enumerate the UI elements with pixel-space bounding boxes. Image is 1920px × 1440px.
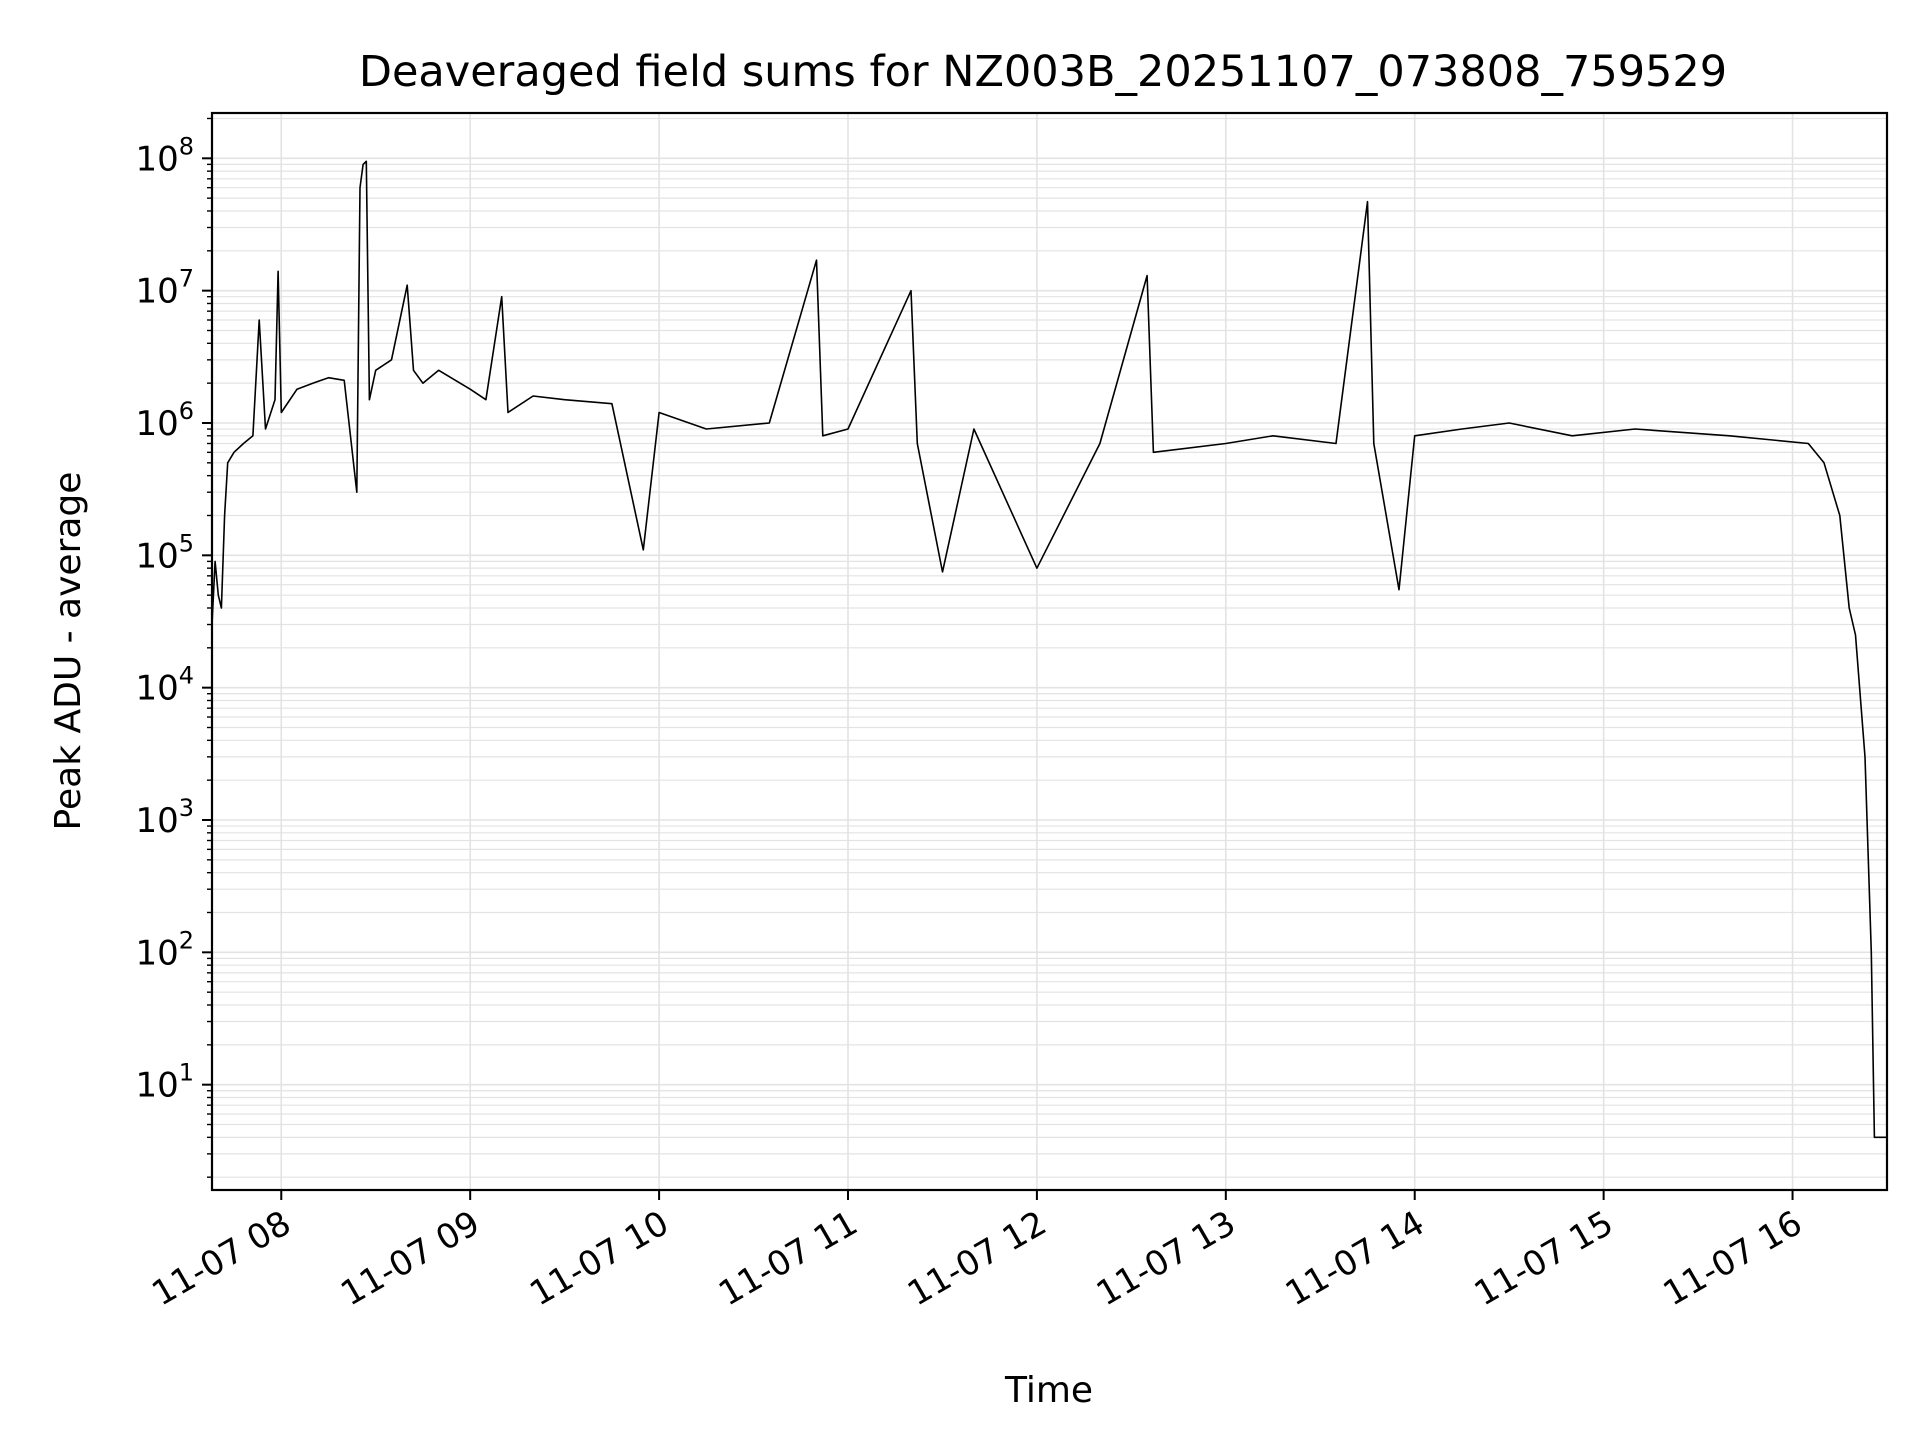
y-tick-label: 103 bbox=[135, 794, 194, 841]
y-tick-label: 104 bbox=[135, 662, 194, 709]
y-tick-label: 101 bbox=[135, 1059, 194, 1106]
series-line bbox=[211, 160, 1887, 1139]
y-tick-label: 105 bbox=[135, 529, 194, 576]
chart-title: Deaveraged field sums for NZ003B_2025110… bbox=[359, 47, 1727, 97]
y-axis-label: Peak ADU - average bbox=[48, 472, 89, 831]
y-axis-ticks: 101 102 103 104 105 106 107 108 bbox=[135, 117, 212, 1178]
y-tick-label: 106 bbox=[135, 397, 194, 444]
grid-layer bbox=[212, 113, 1887, 1190]
y-tick-label: 108 bbox=[135, 132, 194, 179]
series-layer bbox=[211, 160, 1887, 1139]
y-tick-label: 107 bbox=[135, 265, 194, 312]
plot-frame bbox=[210, 111, 1889, 1192]
y-tick-label: 102 bbox=[135, 926, 194, 973]
x-axis-label: Time bbox=[1004, 1370, 1093, 1411]
